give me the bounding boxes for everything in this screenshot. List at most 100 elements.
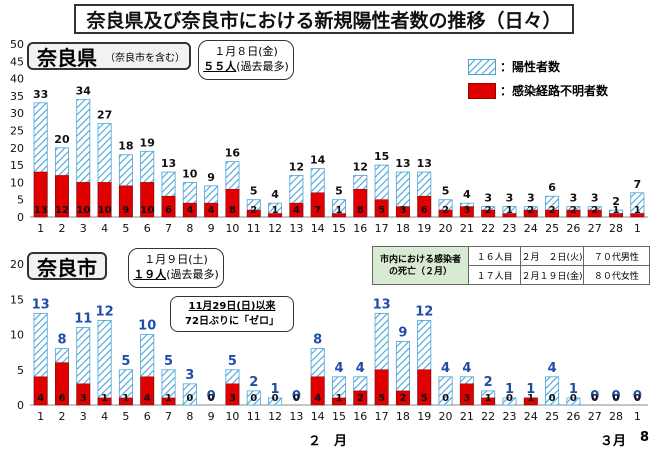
bar-unknown — [459, 383, 474, 406]
bar-unknown — [268, 213, 282, 218]
data-label-positive: 11 — [74, 311, 92, 326]
bar-unknown — [33, 376, 48, 406]
data-label-positive: 4 — [462, 361, 471, 376]
bar-unknown — [97, 397, 112, 406]
data-label-unknown: 1 — [613, 205, 620, 216]
x-tick-label: 9 — [208, 222, 215, 235]
y-tick-label: 10 — [10, 329, 24, 342]
data-label-unknown: 4 — [37, 393, 44, 404]
data-label-unknown: 6 — [165, 205, 172, 216]
data-label-positive: 5 — [121, 354, 130, 369]
page-number: 8 — [640, 430, 650, 445]
top-record-date: １月８日(金) — [214, 45, 278, 58]
bar-unknown — [289, 202, 304, 218]
data-label-unknown: 1 — [506, 205, 513, 216]
data-label-unknown: 4 — [293, 205, 300, 216]
data-label-unknown: 0 — [549, 393, 556, 404]
data-label-positive: 1 — [505, 382, 514, 397]
data-label-unknown: 0 — [272, 393, 279, 404]
data-label-unknown: 4 — [144, 393, 151, 404]
data-label-positive: 13 — [32, 297, 50, 312]
data-label-unknown: 4 — [208, 205, 215, 216]
x-tick-label: 8 — [186, 410, 193, 423]
x-tick-label: 20 — [439, 410, 453, 423]
data-label-unknown: 1 — [634, 205, 641, 216]
data-label-unknown: 10 — [98, 205, 112, 216]
page-title: 奈良県及び奈良市における新規陽性者数の推移（日々） — [74, 4, 574, 34]
data-label-unknown: 0 — [591, 393, 598, 404]
nara-prefecture-chart: 0510152025303540455033131201223410327104… — [10, 38, 648, 235]
x-tick-label: 15 — [332, 410, 346, 423]
bar-unknown — [566, 209, 581, 218]
bar-unknown — [33, 171, 48, 218]
bar-unknown — [353, 189, 368, 218]
data-label-positive: 19 — [140, 136, 155, 149]
x-tick-label: 18 — [396, 222, 410, 235]
bar-unknown — [118, 185, 133, 218]
x-tick-label: 19 — [417, 410, 431, 423]
data-label-unknown: 4 — [186, 205, 193, 216]
bar-unknown — [55, 175, 69, 218]
data-label-positive: 20 — [54, 133, 70, 146]
data-label-positive: 5 — [164, 354, 173, 369]
data-label-positive: 13 — [373, 297, 391, 312]
bar-unknown — [118, 397, 133, 406]
x-tick-label: 18 — [396, 410, 410, 423]
x-tick-label: 3 — [80, 222, 87, 235]
data-label-unknown: 10 — [140, 205, 154, 216]
y-tick-label: 30 — [10, 107, 24, 120]
month-label-mar: ３月 — [600, 434, 627, 449]
bar-unknown — [417, 369, 432, 406]
data-label-positive: 6 — [548, 181, 556, 194]
bar-unknown — [76, 182, 91, 218]
bar-unknown — [246, 209, 261, 218]
x-tick-label: 22 — [481, 410, 495, 423]
x-tick-label: 2 — [58, 410, 65, 423]
data-label-positive: 13 — [417, 157, 432, 170]
x-tick-label: 6 — [144, 222, 151, 235]
legend-hatch-swatch — [468, 58, 496, 75]
data-label-unknown: 3 — [463, 393, 470, 404]
bar-unknown — [481, 209, 496, 218]
x-tick-label: 1 — [634, 410, 641, 423]
data-label-positive: 4 — [548, 361, 557, 376]
data-label-unknown: 3 — [399, 205, 406, 216]
x-tick-label: 28 — [609, 222, 623, 235]
data-label-positive: 9 — [207, 171, 215, 184]
bottom-record-count: １９人 — [133, 268, 167, 281]
death-table-cell: １７人目 — [467, 265, 522, 285]
data-label-unknown: 1 — [527, 393, 534, 404]
data-label-positive: 0 — [590, 389, 599, 404]
bar-unknown — [225, 189, 240, 218]
bar-unknown — [161, 195, 176, 218]
bar-unknown — [396, 206, 410, 218]
x-tick-label: 14 — [311, 410, 325, 423]
data-label-positive: 7 — [634, 178, 642, 191]
bottom-panel-label: 奈良市 — [27, 252, 107, 280]
data-label-positive: 3 — [527, 192, 535, 205]
bar-positive — [545, 376, 560, 406]
x-tick-label: 28 — [609, 410, 623, 423]
data-label-unknown: 3 — [229, 393, 236, 404]
x-tick-label: 1 — [634, 222, 641, 235]
death-table-cell: １６人目 — [467, 246, 522, 266]
top-record-suffix: (過去最多) — [236, 60, 289, 73]
bar-unknown — [481, 397, 496, 406]
y-tick-label: 25 — [10, 125, 24, 138]
data-label-unknown: 0 — [186, 393, 193, 404]
bottom-record-date: １月９日(土) — [144, 253, 208, 266]
data-label-positive: 18 — [118, 140, 133, 153]
x-tick-label: 26 — [566, 222, 580, 235]
data-label-unknown: 1 — [122, 393, 129, 404]
top-panel-label-sub: （奈良市を含む） — [105, 52, 185, 64]
x-tick-label: 12 — [268, 222, 282, 235]
bar-unknown — [396, 390, 410, 406]
data-label-positive: 5 — [250, 185, 258, 198]
x-tick-label: 8 — [186, 222, 193, 235]
data-label-unknown: 8 — [357, 205, 364, 216]
top-panel-label: 奈良県 （奈良市を含む） — [27, 42, 191, 70]
data-label-positive: 3 — [484, 192, 492, 205]
data-label-unknown: 0 — [634, 393, 641, 404]
legend-unknown: ：感染経路不明者数 — [468, 82, 608, 99]
bar-unknown — [438, 209, 453, 218]
